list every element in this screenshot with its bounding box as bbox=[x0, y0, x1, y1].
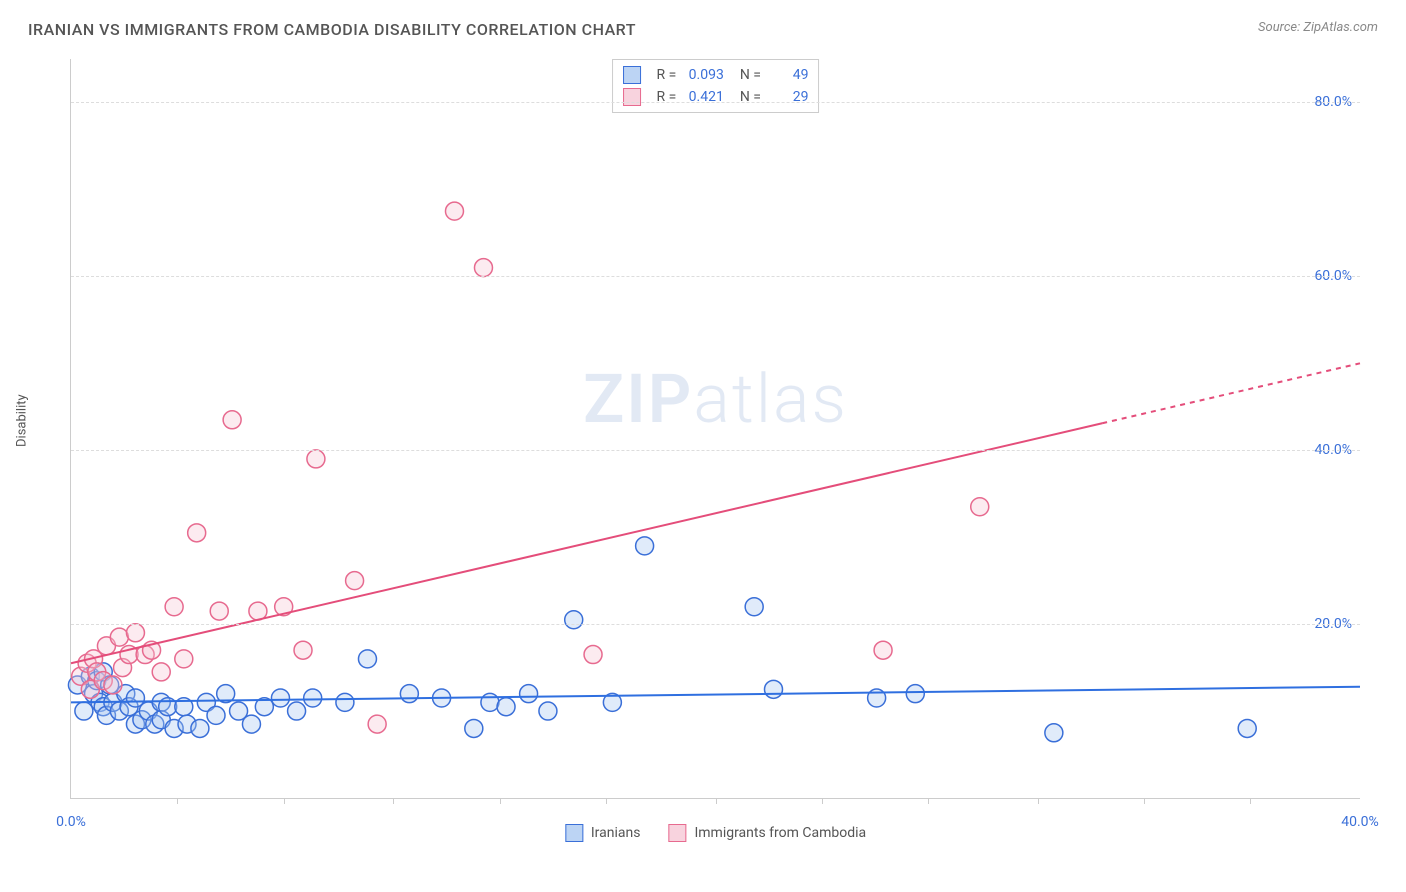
x-tick-label: 0.0% bbox=[56, 814, 86, 830]
r-iranians: 0.093 bbox=[680, 67, 724, 83]
plot-area: ZIPatlas R = 0.093 N = 49 R = 0.421 N = … bbox=[70, 59, 1360, 799]
x-tick bbox=[606, 798, 607, 804]
gridline bbox=[71, 624, 1360, 625]
gridline bbox=[71, 276, 1360, 277]
chart-container: IRANIAN VS IMMIGRANTS FROM CAMBODIA DISA… bbox=[0, 0, 1406, 892]
gridline bbox=[71, 102, 1360, 103]
legend-label-iranians: Iranians bbox=[591, 825, 641, 841]
legend-swatch-iranians bbox=[565, 824, 583, 842]
x-tick-label: 40.0% bbox=[1341, 814, 1379, 830]
label-r: R = bbox=[657, 67, 677, 83]
legend-item-cambodia: Immigrants from Cambodia bbox=[668, 824, 866, 842]
bottom-legend: Iranians Immigrants from Cambodia bbox=[565, 824, 866, 842]
x-tick bbox=[177, 798, 178, 804]
x-tick bbox=[393, 798, 394, 804]
trendline-cambodia-dashed bbox=[1102, 363, 1360, 423]
y-axis-label: Disability bbox=[15, 394, 30, 447]
x-tick bbox=[822, 798, 823, 804]
legend-label-cambodia: Immigrants from Cambodia bbox=[694, 825, 866, 841]
trend-layer bbox=[71, 59, 1360, 798]
trendline-cambodia bbox=[71, 423, 1102, 663]
x-tick bbox=[716, 798, 717, 804]
x-tick bbox=[284, 798, 285, 804]
x-tick bbox=[500, 798, 501, 804]
x-tick bbox=[1250, 798, 1251, 804]
stats-legend: R = 0.093 N = 49 R = 0.421 N = 29 bbox=[612, 59, 820, 113]
swatch-iranians bbox=[623, 66, 641, 84]
label-n: N = bbox=[740, 67, 761, 83]
stats-row-iranians: R = 0.093 N = 49 bbox=[623, 64, 809, 86]
x-tick bbox=[1038, 798, 1039, 804]
plot-wrapper: Disability ZIPatlas R = 0.093 N = 49 R =… bbox=[28, 47, 1378, 847]
header-row: IRANIAN VS IMMIGRANTS FROM CAMBODIA DISA… bbox=[28, 20, 1378, 39]
n-iranians: 49 bbox=[764, 67, 808, 83]
x-tick bbox=[928, 798, 929, 804]
stats-row-cambodia: R = 0.421 N = 29 bbox=[623, 86, 809, 108]
source-attribution: Source: ZipAtlas.com bbox=[1258, 20, 1378, 35]
trendline-iranians bbox=[71, 687, 1360, 703]
x-tick bbox=[1144, 798, 1145, 804]
chart-title: IRANIAN VS IMMIGRANTS FROM CAMBODIA DISA… bbox=[28, 20, 636, 39]
gridline bbox=[71, 450, 1360, 451]
legend-swatch-cambodia bbox=[668, 824, 686, 842]
legend-item-iranians: Iranians bbox=[565, 824, 641, 842]
